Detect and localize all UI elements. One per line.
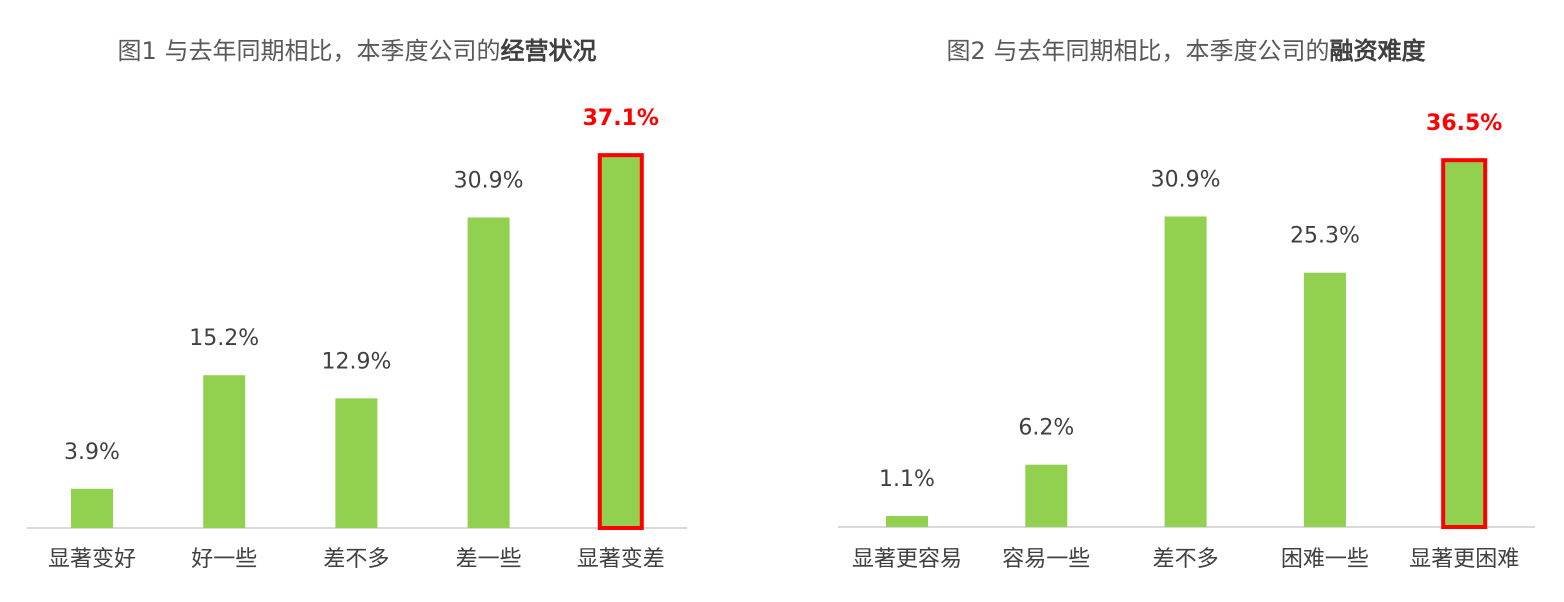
value-label: 30.9% [454,168,524,193]
x-tick-label: 好一些 [191,547,257,572]
title-emphasis: 经营状况 [500,37,596,65]
bar [597,153,644,531]
bar [467,217,510,528]
value-label: 1.1% [879,467,935,492]
x-tick-label: 差不多 [323,547,389,572]
value-label: 15.2% [189,326,259,351]
title-emphasis: 融资难度 [1329,37,1426,65]
x-tick-label: 显著更容易 [852,547,962,572]
x-tick-label: 困难一些 [1281,547,1369,572]
value-label: 36.5% [1426,111,1502,136]
value-label: 3.9% [64,440,120,465]
bar [1441,158,1488,530]
bar [1025,464,1068,527]
x-tick-label: 显著更困难 [1409,547,1519,572]
bar [1164,216,1207,527]
x-tick-label: 容易一些 [1002,547,1090,572]
value-label: 12.9% [321,349,391,374]
value-label: 25.3% [1290,224,1360,249]
x-tick-label: 差不多 [1153,547,1219,572]
bar [203,375,246,528]
chart: 图1 与去年同期相比，本季度公司的经营状况 3.9% 显著变好 15.2% 好一些 12.… [27,37,687,572]
value-label: 6.2% [1018,416,1074,441]
title-text: 图2 与去年同期相比，本季度公司的 [947,37,1330,65]
bar [335,398,378,528]
chart-title: 图2 与去年同期相比，本季度公司的融资难度 [947,37,1427,65]
x-tick-label: 显著变好 [48,547,136,572]
value-label: 30.9% [1151,167,1221,192]
bar [886,515,928,527]
x-tick-label: 显著变差 [577,547,665,572]
title-text: 图1 与去年同期相比，本季度公司的 [118,37,501,65]
x-tick-label: 差一些 [456,547,522,572]
value-label: 37.1% [583,106,659,131]
bar [71,488,113,528]
chart: 图2 与去年同期相比，本季度公司的融资难度 1.1% 显著更容易 6.2% 容易一些 30… [838,37,1535,572]
chart-title: 图1 与去年同期相比，本季度公司的经营状况 [118,37,597,65]
bar [1303,272,1346,527]
